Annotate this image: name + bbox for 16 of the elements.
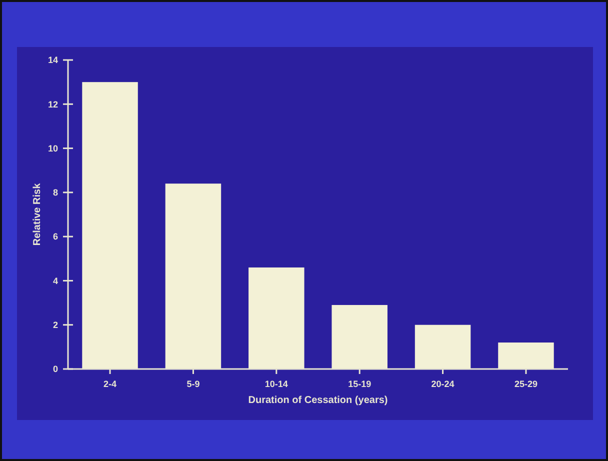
y-tick-label: 10 [48,143,58,154]
x-tick-label: 15-19 [348,379,372,389]
y-tick-label: 0 [52,364,58,374]
x-tick-label: 5-9 [186,379,200,389]
y-tick-label: 6 [52,232,58,242]
x-tick-label: 25-29 [514,379,538,389]
y-tick-label: 12 [48,99,58,110]
y-axis-title: Relative Risk [32,182,43,246]
x-axis-title: Duration of Cessation (years) [248,395,388,406]
y-tick-label: 14 [48,55,58,66]
x-tick-label: 10-14 [264,379,288,389]
x-tick-label: 20-24 [431,379,454,389]
y-tick-label: 2 [52,320,58,330]
y-tick-label: 4 [52,276,58,286]
y-tick-label: 8 [52,188,58,198]
x-tick-label: 2-4 [104,379,117,389]
